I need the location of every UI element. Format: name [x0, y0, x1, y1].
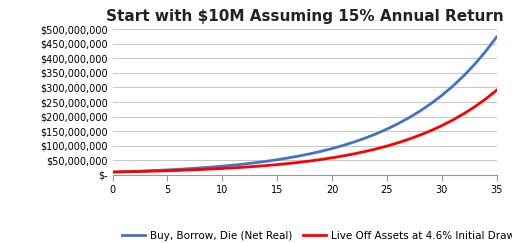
- Buy, Borrow, Die (Net Real): [296, 155, 302, 157]
- Live Off Assets at 4.6% Initial Draw (Real): [285, 162, 291, 165]
- Live Off Assets at 4.6% Initial Draw (Real): [318, 158, 324, 161]
- Live Off Assets at 4.6% Initial Draw (Real): [219, 167, 225, 170]
- Buy, Borrow, Die (Net Real): [252, 161, 259, 164]
- Buy, Borrow, Die (Net Real): [142, 169, 148, 172]
- Buy, Borrow, Die (Net Real): [307, 152, 313, 155]
- Live Off Assets at 4.6% Initial Draw (Real): [450, 119, 456, 122]
- Live Off Assets at 4.6% Initial Draw (Real): [208, 168, 215, 171]
- Buy, Borrow, Die (Net Real): [395, 122, 401, 125]
- Live Off Assets at 4.6% Initial Draw (Real): [373, 148, 379, 150]
- Buy, Borrow, Die (Net Real): [406, 116, 412, 119]
- Buy, Borrow, Die (Net Real): [274, 158, 280, 161]
- Live Off Assets at 4.6% Initial Draw (Real): [296, 161, 302, 164]
- Live Off Assets at 4.6% Initial Draw (Real): [230, 166, 237, 169]
- Live Off Assets at 4.6% Initial Draw (Real): [362, 150, 368, 153]
- Buy, Borrow, Die (Net Real): [197, 166, 203, 169]
- Buy, Borrow, Die (Net Real): [417, 110, 423, 113]
- Live Off Assets at 4.6% Initial Draw (Real): [483, 97, 489, 100]
- Buy, Borrow, Die (Net Real): [450, 85, 456, 88]
- Buy, Borrow, Die (Net Real): [219, 165, 225, 168]
- Live Off Assets at 4.6% Initial Draw (Real): [274, 163, 280, 166]
- Buy, Borrow, Die (Net Real): [132, 170, 138, 173]
- Buy, Borrow, Die (Net Real): [494, 35, 500, 38]
- Live Off Assets at 4.6% Initial Draw (Real): [132, 170, 138, 173]
- Buy, Borrow, Die (Net Real): [154, 169, 160, 172]
- Live Off Assets at 4.6% Initial Draw (Real): [120, 170, 126, 173]
- Live Off Assets at 4.6% Initial Draw (Real): [406, 138, 412, 141]
- Buy, Borrow, Die (Net Real): [351, 140, 357, 143]
- Live Off Assets at 4.6% Initial Draw (Real): [142, 170, 148, 173]
- Buy, Borrow, Die (Net Real): [263, 160, 269, 163]
- Live Off Assets at 4.6% Initial Draw (Real): [307, 159, 313, 162]
- Live Off Assets at 4.6% Initial Draw (Real): [439, 124, 445, 127]
- Line: Live Off Assets at 4.6% Initial Draw (Real): Live Off Assets at 4.6% Initial Draw (Re…: [113, 90, 497, 172]
- Buy, Borrow, Die (Net Real): [208, 166, 215, 169]
- Buy, Borrow, Die (Net Real): [164, 168, 170, 171]
- Buy, Borrow, Die (Net Real): [461, 74, 467, 77]
- Buy, Borrow, Die (Net Real): [230, 164, 237, 167]
- Live Off Assets at 4.6% Initial Draw (Real): [428, 129, 434, 132]
- Live Off Assets at 4.6% Initial Draw (Real): [110, 171, 116, 174]
- Buy, Borrow, Die (Net Real): [373, 132, 379, 135]
- Buy, Borrow, Die (Net Real): [362, 137, 368, 140]
- Live Off Assets at 4.6% Initial Draw (Real): [395, 141, 401, 144]
- Buy, Borrow, Die (Net Real): [176, 168, 182, 171]
- Buy, Borrow, Die (Net Real): [285, 156, 291, 159]
- Live Off Assets at 4.6% Initial Draw (Real): [164, 169, 170, 172]
- Buy, Borrow, Die (Net Real): [318, 150, 324, 153]
- Buy, Borrow, Die (Net Real): [483, 50, 489, 53]
- Live Off Assets at 4.6% Initial Draw (Real): [154, 170, 160, 173]
- Buy, Borrow, Die (Net Real): [186, 167, 193, 170]
- Live Off Assets at 4.6% Initial Draw (Real): [494, 89, 500, 92]
- Buy, Borrow, Die (Net Real): [120, 170, 126, 173]
- Live Off Assets at 4.6% Initial Draw (Real): [417, 134, 423, 137]
- Live Off Assets at 4.6% Initial Draw (Real): [197, 168, 203, 171]
- Live Off Assets at 4.6% Initial Draw (Real): [186, 169, 193, 172]
- Live Off Assets at 4.6% Initial Draw (Real): [329, 156, 335, 159]
- Live Off Assets at 4.6% Initial Draw (Real): [252, 165, 259, 168]
- Buy, Borrow, Die (Net Real): [384, 128, 390, 130]
- Live Off Assets at 4.6% Initial Draw (Real): [340, 155, 346, 157]
- Buy, Borrow, Die (Net Real): [241, 163, 247, 165]
- Live Off Assets at 4.6% Initial Draw (Real): [241, 166, 247, 169]
- Buy, Borrow, Die (Net Real): [472, 63, 478, 66]
- Live Off Assets at 4.6% Initial Draw (Real): [351, 152, 357, 155]
- Live Off Assets at 4.6% Initial Draw (Real): [263, 164, 269, 167]
- Live Off Assets at 4.6% Initial Draw (Real): [176, 169, 182, 172]
- Buy, Borrow, Die (Net Real): [110, 171, 116, 174]
- Buy, Borrow, Die (Net Real): [439, 94, 445, 97]
- Buy, Borrow, Die (Net Real): [329, 147, 335, 150]
- Title: Start with $10M Assuming 15% Annual Return: Start with $10M Assuming 15% Annual Retu…: [106, 9, 503, 24]
- Live Off Assets at 4.6% Initial Draw (Real): [461, 112, 467, 115]
- Line: Buy, Borrow, Die (Net Real): Buy, Borrow, Die (Net Real): [113, 37, 497, 172]
- Live Off Assets at 4.6% Initial Draw (Real): [384, 145, 390, 148]
- Buy, Borrow, Die (Net Real): [340, 144, 346, 147]
- Live Off Assets at 4.6% Initial Draw (Real): [472, 105, 478, 108]
- Buy, Borrow, Die (Net Real): [428, 102, 434, 105]
- Legend: Buy, Borrow, Die (Net Real), Live Off Assets at 4.6% Initial Draw (Real): Buy, Borrow, Die (Net Real), Live Off As…: [118, 227, 512, 243]
